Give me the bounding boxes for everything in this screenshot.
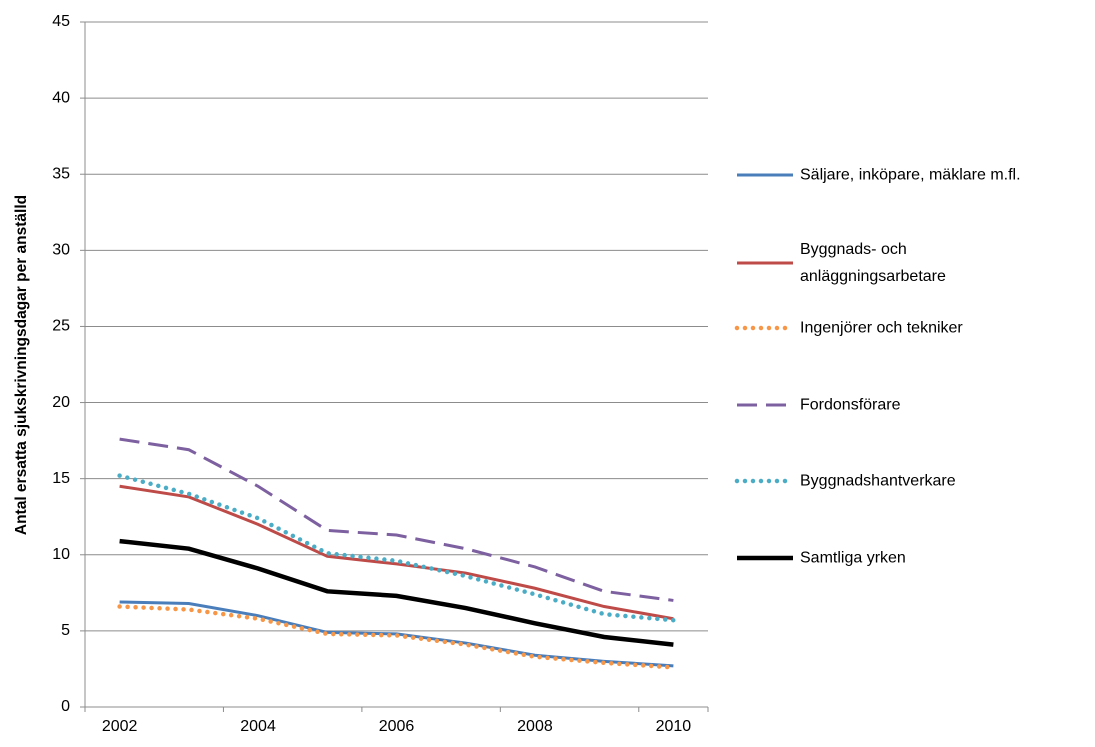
x-tick-label: 2006 (379, 718, 415, 735)
x-tick-label: 2010 (656, 718, 692, 735)
x-tick-label: 2004 (240, 718, 276, 735)
y-tick-label: 40 (52, 89, 70, 106)
legend-label: Ingenjörer och tekniker (800, 319, 963, 337)
y-tick-label: 0 (61, 698, 70, 715)
series-line (119, 538, 674, 647)
y-tick-label: 20 (52, 394, 70, 411)
y-tick-label: 25 (52, 318, 70, 335)
y-tick-label: 10 (52, 546, 70, 563)
series-line (117, 473, 676, 623)
series-line (119, 437, 674, 602)
x-tick-label: 2002 (102, 718, 138, 735)
y-axis-label: Antal ersatta sjukskrivningsdagar per an… (13, 195, 30, 535)
series-line (117, 604, 676, 670)
legend-label: Byggnads- och anläggningsarbetare (800, 241, 946, 285)
x-tick-label: 2008 (517, 718, 553, 735)
y-tick-label: 35 (52, 165, 70, 182)
legend-label: Samtliga yrken (800, 549, 906, 567)
y-tick-label: 15 (52, 470, 70, 487)
y-tick-label: 5 (61, 622, 70, 639)
legend-label: Byggnadshantverkare (800, 472, 956, 490)
legend-label: Fordonsförare (800, 396, 901, 414)
series-line (119, 484, 674, 621)
legend-label: Säljare, inköpare, mäklare m.fl. (800, 166, 1021, 184)
y-tick-label: 30 (52, 242, 70, 259)
y-tick-label: 45 (52, 13, 70, 30)
